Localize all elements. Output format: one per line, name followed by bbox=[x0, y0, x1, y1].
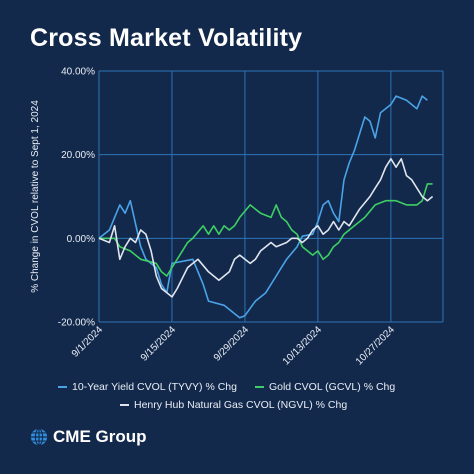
legend-label-ngvl: Henry Hub Natural Gas CVOL (NGVL) % Chg bbox=[134, 399, 348, 411]
series-line-gcvl bbox=[99, 183, 433, 277]
x-tick-label: 9/1/2024 bbox=[70, 324, 106, 360]
globe-icon bbox=[30, 428, 48, 446]
legend-swatch-ngvl bbox=[120, 404, 129, 406]
legend-item-ngvl: Henry Hub Natural Gas CVOL (NGVL) % Chg bbox=[120, 399, 347, 411]
cme-group-logo: CME Group bbox=[30, 427, 147, 447]
series-lines bbox=[98, 95, 434, 319]
y-tick-label: -20.00% bbox=[58, 318, 95, 329]
x-tick-label: 10/13/2024 bbox=[281, 324, 324, 367]
legend-item-gcvl: Gold CVOL (GCVL) % Chg bbox=[254, 381, 396, 393]
legend-label-gcvl: Gold CVOL (GCVL) % Chg bbox=[268, 381, 396, 393]
series-line-ngvl bbox=[98, 158, 434, 298]
legend-swatch-tyvy bbox=[58, 386, 67, 388]
series-line-tyvy bbox=[98, 95, 428, 319]
x-tick-label: 9/15/2024 bbox=[139, 324, 179, 364]
y-axis-ticks: 40.00% 20.00% 0.00% -20.00% bbox=[58, 67, 95, 329]
legend-item-tyvy: 10-Year Yield CVOL (TYVY) % Chg bbox=[58, 381, 237, 393]
x-axis-ticks: 9/1/2024 9/15/2024 9/29/2024 10/13/2024 10/2… bbox=[70, 324, 397, 367]
chart-title: Cross Market Volatility bbox=[30, 24, 303, 52]
brand-name: CME Group bbox=[53, 427, 147, 446]
grid bbox=[98, 70, 444, 323]
y-tick-label: 20.00% bbox=[61, 150, 95, 161]
y-tick-label: 0.00% bbox=[67, 234, 95, 245]
legend-label-tyvy: 10-Year Yield CVOL (TYVY) % Chg bbox=[72, 381, 237, 393]
x-tick-label: 9/29/2024 bbox=[212, 324, 252, 364]
x-tick-label: 10/27/2024 bbox=[354, 324, 397, 367]
legend-swatch-gcvl bbox=[254, 386, 264, 388]
y-axis-label: % Change in CVOL relative to Sept 1, 202… bbox=[30, 100, 41, 293]
y-tick-label: 40.00% bbox=[61, 67, 95, 78]
